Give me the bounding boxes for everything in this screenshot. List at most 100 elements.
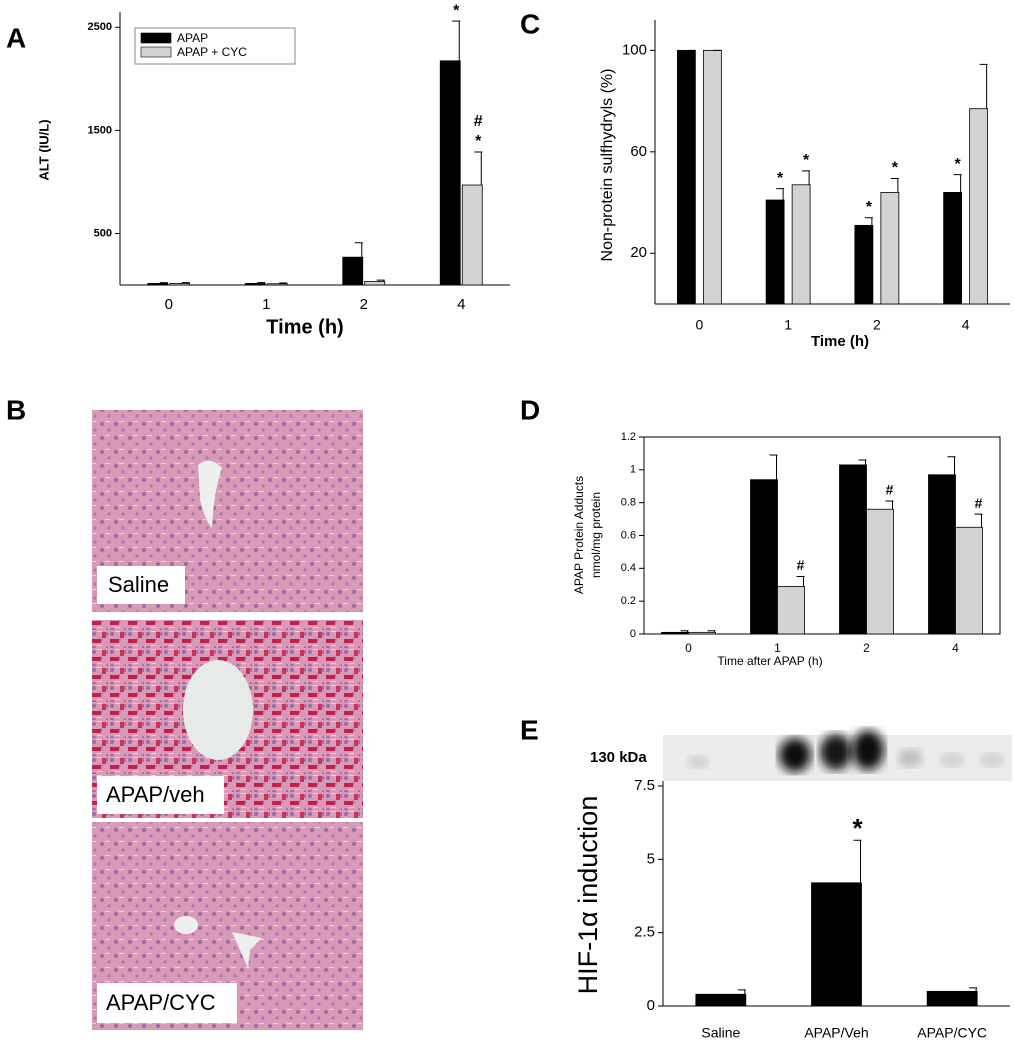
x-tick-label: 1: [774, 641, 781, 655]
significance-mark: #: [886, 482, 894, 498]
error-bar: [776, 188, 785, 201]
x-tick-label: 0: [685, 641, 692, 655]
significance-mark: *: [866, 199, 873, 216]
panel-b: Saline APAP/veh APAP/CYC: [92, 410, 363, 1030]
bar: [702, 49, 722, 305]
y-axis-title: ALT (IU/L): [36, 119, 51, 180]
y-tick-label: 0.2: [621, 595, 636, 607]
y-tick-label: 0.6: [621, 529, 636, 541]
y-tick-label: 1500: [88, 124, 112, 136]
error-bar: [947, 456, 956, 475]
bar: [955, 526, 983, 635]
x-tick-label: 2: [863, 641, 870, 655]
label-box: [97, 983, 237, 1023]
bar: [688, 631, 716, 635]
x-tick-label: Saline: [701, 1025, 740, 1041]
legend-label: APAP + CYC: [177, 45, 247, 59]
bar: [880, 191, 900, 305]
x-tick-label: 0: [695, 317, 703, 333]
legend-swatch: [140, 32, 172, 44]
legend-label: APAP: [177, 31, 208, 45]
x-tick-label: 0: [165, 296, 173, 313]
x-tick-label: APAP/Veh: [804, 1025, 868, 1041]
y-tick-label: 0.8: [621, 497, 636, 509]
error-bar: [974, 513, 983, 528]
x-tick-label: 2: [360, 296, 368, 313]
error-bar: [680, 630, 689, 633]
error-bar: [257, 282, 266, 284]
band: [820, 734, 852, 770]
error-bar: [769, 454, 778, 480]
y-tick-label: 0.4: [621, 562, 636, 574]
x-tick-label: APAP/CYC: [917, 1025, 987, 1041]
x-axis-title: Time after APAP (h): [717, 654, 822, 668]
significance-mark: *: [955, 156, 962, 173]
bar: [777, 585, 805, 635]
error-bar: [890, 177, 899, 193]
error-bar: [279, 282, 288, 284]
vessel: [198, 460, 222, 528]
vessel: [232, 932, 262, 968]
band: [688, 756, 708, 768]
error-bar: [969, 987, 978, 992]
vessel: [183, 660, 253, 760]
y-tick-label: 20: [630, 244, 647, 261]
significance-mark: *: [803, 152, 810, 169]
bar: [147, 283, 169, 286]
error-bar: [707, 630, 716, 633]
panel-letter: C: [520, 8, 540, 39]
significance-mark: *: [892, 160, 899, 177]
error-bar: [354, 242, 363, 258]
bar: [461, 184, 483, 286]
bar: [661, 631, 689, 635]
x-tick-label: 4: [457, 296, 465, 313]
bar: [969, 108, 989, 305]
panel-letter: B: [6, 394, 26, 425]
significance-mark: *: [453, 2, 460, 19]
bar: [943, 191, 963, 305]
bar: [839, 464, 867, 635]
bar: [928, 474, 956, 635]
y-tick-label: 1: [630, 464, 636, 476]
bar: [765, 199, 785, 305]
image-label: APAP/CYC: [106, 990, 216, 1015]
bar: [439, 60, 461, 286]
error-bar: [159, 282, 168, 284]
panel-letter: D: [520, 394, 540, 425]
bar: [695, 993, 747, 1007]
western-blot: 130 kDa: [590, 730, 1012, 781]
band: [779, 738, 811, 772]
error-bar: [796, 576, 805, 587]
significance-mark: #: [797, 557, 805, 573]
x-axis-title: Time (h): [266, 316, 343, 338]
legend-swatch: [140, 46, 172, 58]
y-axis-title: HIF-1α induction: [573, 796, 603, 995]
error-bar: [864, 217, 873, 226]
panel-letter: E: [520, 714, 539, 745]
y-tick-label: 2500: [88, 21, 112, 33]
label-box: [97, 566, 185, 604]
significance-mark: *: [852, 813, 863, 843]
y-tick-label: 500: [94, 227, 112, 239]
band: [940, 753, 964, 767]
error-bar: [979, 63, 988, 109]
bar: [926, 990, 978, 1007]
y-tick-label: 2.5: [634, 924, 655, 941]
y-tick-label: 60: [630, 143, 647, 160]
y-tick-label: 0: [647, 997, 655, 1014]
x-tick-label: 2: [873, 317, 881, 333]
x-tick-label: 4: [962, 317, 970, 333]
bar: [169, 283, 191, 286]
vessel: [174, 916, 198, 934]
label-box: [97, 776, 224, 814]
error-bar: [376, 279, 385, 282]
x-axis-title: Time (h): [811, 333, 869, 350]
bar: [676, 49, 696, 305]
y-tick-label: 7.5: [634, 777, 655, 794]
y-tick-label: 0: [630, 628, 636, 640]
significance-mark: *: [475, 133, 482, 150]
bar: [266, 283, 288, 286]
error-bar: [452, 20, 461, 61]
